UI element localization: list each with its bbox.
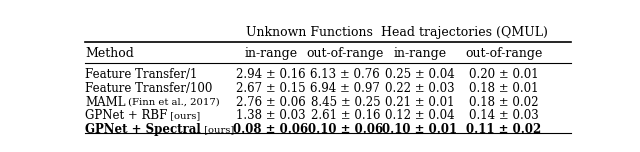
Text: 6.94 ± 0.97: 6.94 ± 0.97	[310, 82, 380, 95]
Text: Feature Transfer/1: Feature Transfer/1	[85, 68, 197, 81]
Text: 0.18 ± 0.01: 0.18 ± 0.01	[469, 82, 539, 95]
Text: 6.13 ± 0.76: 6.13 ± 0.76	[310, 68, 380, 81]
Text: in-range: in-range	[244, 47, 298, 60]
Text: [ours]: [ours]	[167, 111, 200, 120]
Text: MAML: MAML	[85, 96, 125, 109]
Text: 0.10 ± 0.01: 0.10 ± 0.01	[382, 123, 458, 136]
Text: Head trajectories (QMUL): Head trajectories (QMUL)	[381, 26, 548, 39]
Text: [ours]: [ours]	[201, 125, 234, 134]
Text: out-of-range: out-of-range	[307, 47, 384, 60]
Text: 2.67 ± 0.15: 2.67 ± 0.15	[236, 82, 306, 95]
Text: out-of-range: out-of-range	[465, 47, 543, 60]
Text: 0.21 ± 0.01: 0.21 ± 0.01	[385, 96, 454, 109]
Text: 0.11 ± 0.02: 0.11 ± 0.02	[467, 123, 541, 136]
Text: Unknown Functions: Unknown Functions	[246, 26, 373, 39]
Text: Feature Transfer/100: Feature Transfer/100	[85, 82, 212, 95]
Text: Method: Method	[85, 47, 134, 60]
Text: 1.38 ± 0.03: 1.38 ± 0.03	[236, 109, 306, 122]
Text: GPNet + RBF: GPNet + RBF	[85, 109, 167, 122]
Text: GPNet + Spectral: GPNet + Spectral	[85, 123, 201, 136]
Text: in-range: in-range	[393, 47, 446, 60]
Text: 0.25 ± 0.04: 0.25 ± 0.04	[385, 68, 454, 81]
Text: 0.22 ± 0.03: 0.22 ± 0.03	[385, 82, 454, 95]
Text: 0.12 ± 0.04: 0.12 ± 0.04	[385, 109, 454, 122]
Text: (Finn et al., 2017): (Finn et al., 2017)	[125, 98, 220, 107]
Text: 0.18 ± 0.02: 0.18 ± 0.02	[469, 96, 539, 109]
Text: 0.20 ± 0.01: 0.20 ± 0.01	[469, 68, 539, 81]
Text: 0.14 ± 0.03: 0.14 ± 0.03	[469, 109, 539, 122]
Text: 8.45 ± 0.25: 8.45 ± 0.25	[310, 96, 380, 109]
Text: 2.61 ± 0.16: 2.61 ± 0.16	[310, 109, 380, 122]
Text: 0.08 ± 0.06: 0.08 ± 0.06	[234, 123, 308, 136]
Text: 0.10 ± 0.06: 0.10 ± 0.06	[308, 123, 383, 136]
Text: 2.94 ± 0.16: 2.94 ± 0.16	[236, 68, 306, 81]
Text: 2.76 ± 0.06: 2.76 ± 0.06	[236, 96, 306, 109]
